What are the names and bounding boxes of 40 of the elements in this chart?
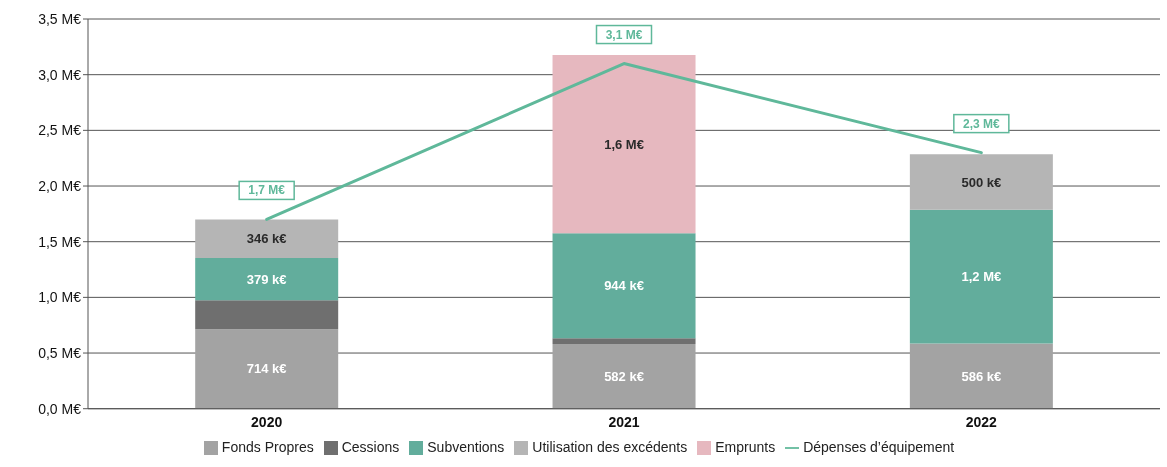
y-tick-label: 2,0 M€ [38,177,82,194]
bar [552,55,696,234]
y-tick-label: 1,0 M€ [38,289,82,306]
data-label: 582 k€ [604,368,644,384]
data-label: 1,2 M€ [961,269,1002,285]
x-tick-label: 2021 [608,413,640,430]
legend-label: Dépenses d’équipement [803,438,955,455]
data-label: 379 k€ [246,271,287,287]
data-label: 3,1 M€ [605,27,643,42]
bar [909,343,1053,409]
legend-label: Cessions [341,438,400,455]
bar [195,258,339,301]
data-label: 944 k€ [604,278,644,294]
legend-label: Emprunts [715,438,776,455]
y-tick-label: 3,5 M€ [38,10,82,27]
y-tick-label: 2,5 M€ [38,122,82,139]
y-tick-label: 3,0 M€ [38,66,82,83]
bar [552,343,696,409]
bar [552,233,696,339]
legend-label: Fonds Propres [221,438,314,455]
data-label: 714 k€ [246,361,287,377]
x-tick-label: 2022 [965,413,998,430]
bar [195,300,339,330]
data-label: 1,7 M€ [248,183,286,198]
bar [909,209,1053,344]
x-tick-label: 2020 [251,413,283,430]
bar [909,154,1053,210]
data-label: 346 k€ [246,231,287,247]
legend-label: Subventions [427,438,505,455]
bar [552,338,696,344]
y-tick-label: 1,5 M€ [38,233,82,250]
bar [195,329,339,409]
bar [195,219,339,259]
y-tick-label: 0,5 M€ [38,345,82,361]
data-label: 500 k€ [961,174,1002,190]
data-label: 1,6 M€ [604,136,644,152]
data-label: 2,3 M€ [962,116,1000,131]
y-tick-label: 0,0 M€ [38,400,82,417]
data-label: 586 k€ [961,368,1002,384]
legend-label: Utilisation des excédents [532,438,688,455]
